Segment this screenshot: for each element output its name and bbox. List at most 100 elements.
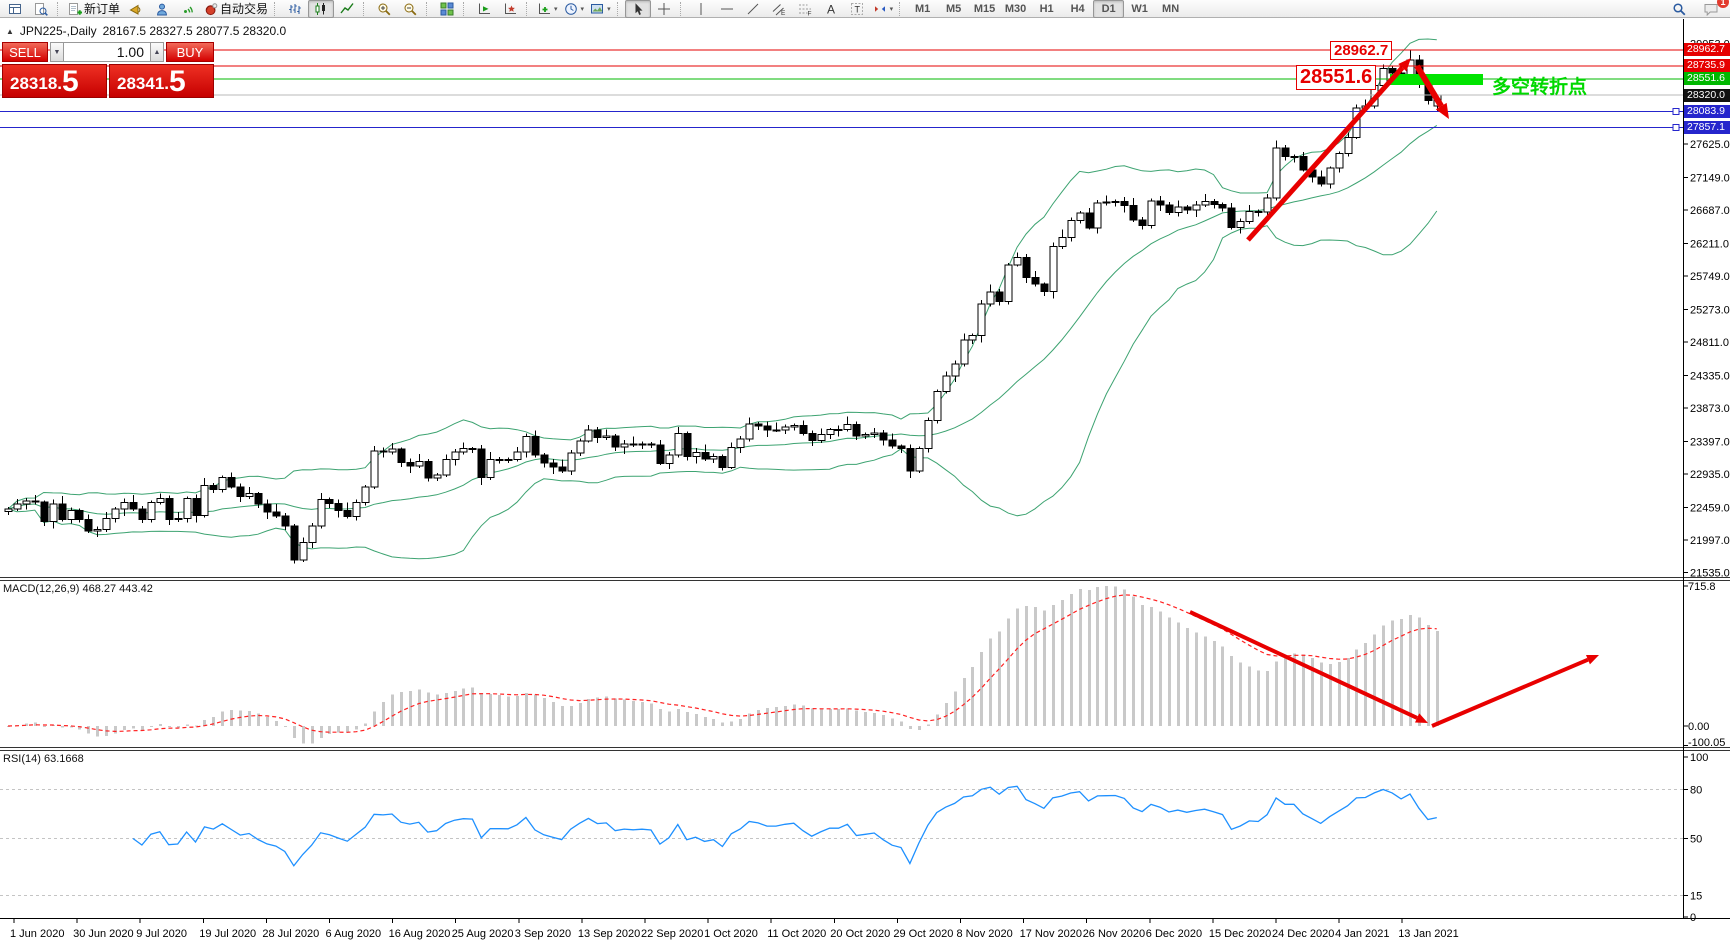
- toolbar-separator: [679, 1, 685, 16]
- support-price-annotation[interactable]: 28551.6: [1296, 65, 1377, 90]
- horizontal-line-icon: [720, 8, 733, 9]
- auto-scroll-button[interactable]: [471, 0, 497, 18]
- periods-button[interactable]: ▾: [561, 0, 588, 18]
- fibonacci-button[interactable]: F: [792, 0, 818, 18]
- zoom-out-button[interactable]: [397, 0, 423, 18]
- text-button[interactable]: A: [818, 0, 844, 18]
- one-click-trade-panel: SELL ▼ 1.00 ▲ BUY 28318. 5 28341. 5: [2, 42, 214, 98]
- svg-text:T: T: [854, 4, 860, 14]
- timeframe-d1-button[interactable]: D1: [1093, 0, 1125, 18]
- svg-text:24811.0: 24811.0: [1690, 337, 1729, 349]
- timeframe-h4-button[interactable]: H4: [1070, 2, 1085, 15]
- price-axis-tag: 27857.1: [1684, 121, 1730, 135]
- styler-button[interactable]: [123, 0, 149, 18]
- svg-text:-100.05: -100.05: [1688, 737, 1725, 749]
- turning-point-annotation[interactable]: 多空转折点: [1492, 77, 1588, 98]
- svg-text:22935.0: 22935.0: [1690, 469, 1730, 481]
- svg-text:100: 100: [1690, 752, 1708, 764]
- svg-text:22 Sep 2020: 22 Sep 2020: [641, 928, 703, 940]
- new-order-button[interactable]: 新订单: [65, 0, 123, 18]
- trendline-button[interactable]: [740, 0, 766, 18]
- chart-preview-button[interactable]: [28, 0, 54, 18]
- timeframe-m1-button[interactable]: M1: [914, 2, 931, 15]
- timeframe-h1-button[interactable]: H1: [1039, 2, 1054, 15]
- auto-trading-button[interactable]: 自动交易: [201, 0, 271, 18]
- symbol-period-label: JPN225-,Daily: [19, 24, 97, 38]
- community-button[interactable]: [149, 0, 175, 18]
- line-chart-button[interactable]: [334, 0, 360, 18]
- window-menu-button[interactable]: [2, 0, 28, 18]
- svg-text:29 Oct 2020: 29 Oct 2020: [893, 928, 953, 940]
- tile-windows-button[interactable]: [434, 0, 460, 18]
- svg-text:25273.0: 25273.0: [1690, 304, 1730, 316]
- cursor-button[interactable]: [624, 0, 651, 18]
- chart-shift-button[interactable]: [497, 0, 523, 18]
- equidistant-channel-icon: E: [772, 3, 786, 16]
- svg-text:13 Jan 2021: 13 Jan 2021: [1398, 928, 1459, 940]
- notifications-button[interactable]: 1: [1698, 0, 1729, 18]
- svg-text:6 Dec 2020: 6 Dec 2020: [1146, 928, 1202, 940]
- zoom-in-button[interactable]: [371, 0, 397, 18]
- one-click-toggle-icon[interactable]: ▲: [6, 26, 14, 36]
- arrows-button[interactable]: ▾: [870, 0, 897, 18]
- toolbar-right-group: 1: [1666, 0, 1729, 18]
- sell-button[interactable]: SELL: [2, 42, 48, 62]
- crosshair-button[interactable]: [651, 0, 677, 18]
- volume-increase-button[interactable]: ▲: [150, 42, 164, 62]
- svg-text:0.00: 0.00: [1688, 721, 1709, 733]
- periods-icon: [564, 2, 577, 15]
- timeframe-m5-button[interactable]: M5: [945, 2, 962, 15]
- bar-chart-button[interactable]: [282, 0, 308, 18]
- toolbar-separator: [274, 1, 279, 16]
- price-axis-tag: 28551.6: [1684, 72, 1730, 86]
- volume-input[interactable]: 1.00: [64, 42, 150, 62]
- vertical-line-icon: [700, 2, 702, 15]
- timeframe-m15-button[interactable]: M15: [973, 2, 996, 15]
- new-order-label: 新订单: [84, 2, 121, 16]
- svg-text:27625.0: 27625.0: [1690, 139, 1730, 151]
- buy-price-button[interactable]: 28341. 5: [109, 64, 214, 98]
- candlestick-chart-button[interactable]: [308, 0, 335, 18]
- search-button[interactable]: [1666, 0, 1692, 18]
- svg-text:6 Aug 2020: 6 Aug 2020: [326, 928, 382, 940]
- timeframe-mn-button[interactable]: MN: [1162, 2, 1180, 15]
- equidistant-channel-button[interactable]: E: [766, 0, 792, 18]
- bar-chart-icon: [289, 3, 301, 14]
- tile-windows-icon: [440, 2, 454, 15]
- text-icon: A: [827, 2, 835, 16]
- zoom-out-icon: [404, 3, 417, 15]
- svg-text:21535.0: 21535.0: [1690, 568, 1730, 580]
- indicators-icon: [539, 3, 551, 14]
- svg-text:20 Oct 2020: 20 Oct 2020: [830, 928, 890, 940]
- sell-price-button[interactable]: 28318. 5: [2, 64, 107, 98]
- horizontal-line-button[interactable]: [714, 0, 740, 18]
- indicators-button[interactable]: ▾: [534, 0, 561, 18]
- svg-text:23873.0: 23873.0: [1690, 403, 1730, 415]
- notification-badge: 1: [1717, 0, 1729, 8]
- svg-text:80: 80: [1690, 785, 1702, 797]
- chevron-down-icon: ▾: [607, 5, 611, 13]
- peak-price-annotation[interactable]: 28962.7: [1330, 41, 1393, 60]
- templates-button[interactable]: ▾: [587, 0, 614, 18]
- toolbar: 新订单 自动交易 ▾ ▾ ▾ E F A T ▾ M1 M5 M15 M30 H1 H4 D1 W1 MN 1: [0, 0, 1730, 18]
- styler-icon: [129, 4, 141, 15]
- svg-text:715.8: 715.8: [1688, 581, 1716, 593]
- volume-decrease-button[interactable]: ▼: [50, 42, 64, 62]
- zoom-in-icon: [378, 3, 391, 15]
- svg-text:13 Sep 2020: 13 Sep 2020: [578, 928, 640, 940]
- auto-scroll-icon: [479, 3, 491, 14]
- svg-text:22459.0: 22459.0: [1690, 502, 1730, 514]
- ohlc-values: 28167.5 28327.5 28077.5 28320.0: [102, 24, 287, 38]
- buy-button[interactable]: BUY: [166, 42, 214, 62]
- vertical-line-button[interactable]: [688, 0, 714, 18]
- svg-text:1 Jun 2020: 1 Jun 2020: [10, 928, 64, 940]
- signals-button[interactable]: [175, 0, 201, 18]
- timeframe-m30-button[interactable]: M30: [1004, 2, 1027, 15]
- community-icon: [157, 3, 167, 15]
- timeframe-w1-button[interactable]: W1: [1131, 2, 1148, 15]
- text-label-button[interactable]: T: [844, 0, 870, 18]
- trendline-icon: [747, 3, 758, 14]
- svg-text:26211.0: 26211.0: [1690, 238, 1729, 250]
- price-axis-tag: 28735.9: [1684, 59, 1730, 73]
